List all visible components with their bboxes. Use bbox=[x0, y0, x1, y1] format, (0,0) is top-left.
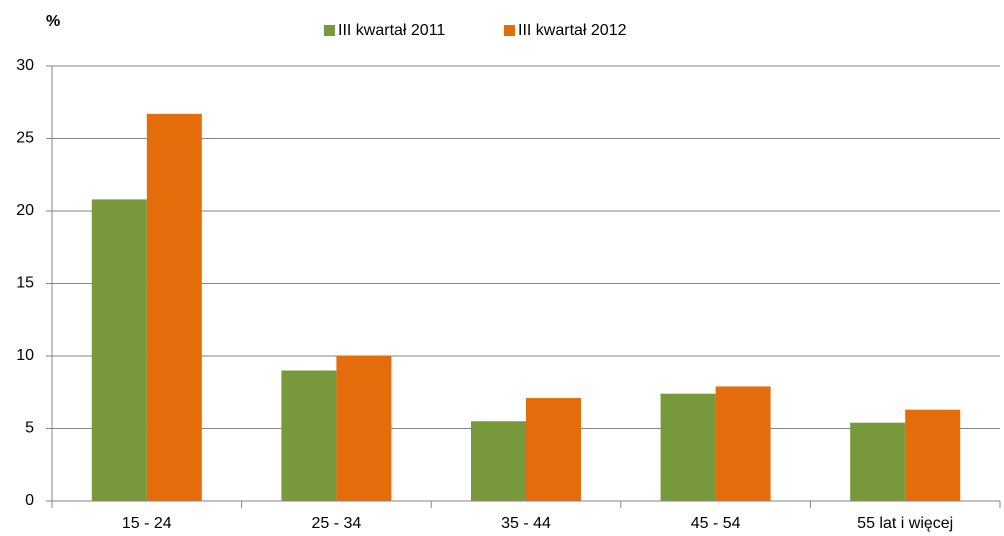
x-tick-label: 55 lat i więcej bbox=[857, 515, 953, 532]
y-tick-label: 25 bbox=[16, 130, 34, 147]
legend-swatch bbox=[324, 25, 335, 36]
legend-label: III kwartał 2011 bbox=[338, 22, 445, 39]
bar bbox=[660, 393, 716, 501]
x-tick-label: 45 - 54 bbox=[691, 515, 741, 532]
bar bbox=[91, 199, 147, 501]
bar bbox=[146, 113, 202, 501]
bar bbox=[905, 409, 961, 501]
bar bbox=[471, 421, 526, 501]
legend-swatch bbox=[504, 25, 515, 36]
y-tick-label: 10 bbox=[16, 347, 34, 364]
y-tick-label: 5 bbox=[25, 420, 34, 437]
x-tick-label: 25 - 34 bbox=[311, 515, 361, 532]
legend-label: III kwartał 2012 bbox=[518, 22, 627, 39]
bar bbox=[526, 398, 581, 501]
y-tick-label: 30 bbox=[16, 57, 34, 74]
y-tick-label: 0 bbox=[25, 492, 34, 509]
y-tick-label: 15 bbox=[16, 275, 34, 292]
y-axis-label: % bbox=[46, 13, 60, 30]
x-tick-label: 15 - 24 bbox=[122, 515, 172, 532]
x-tick-label: 35 - 44 bbox=[501, 515, 551, 532]
bar bbox=[336, 356, 392, 501]
y-tick-label: 20 bbox=[16, 202, 34, 219]
bar bbox=[850, 422, 906, 501]
bar bbox=[715, 386, 771, 501]
bar bbox=[281, 370, 337, 501]
